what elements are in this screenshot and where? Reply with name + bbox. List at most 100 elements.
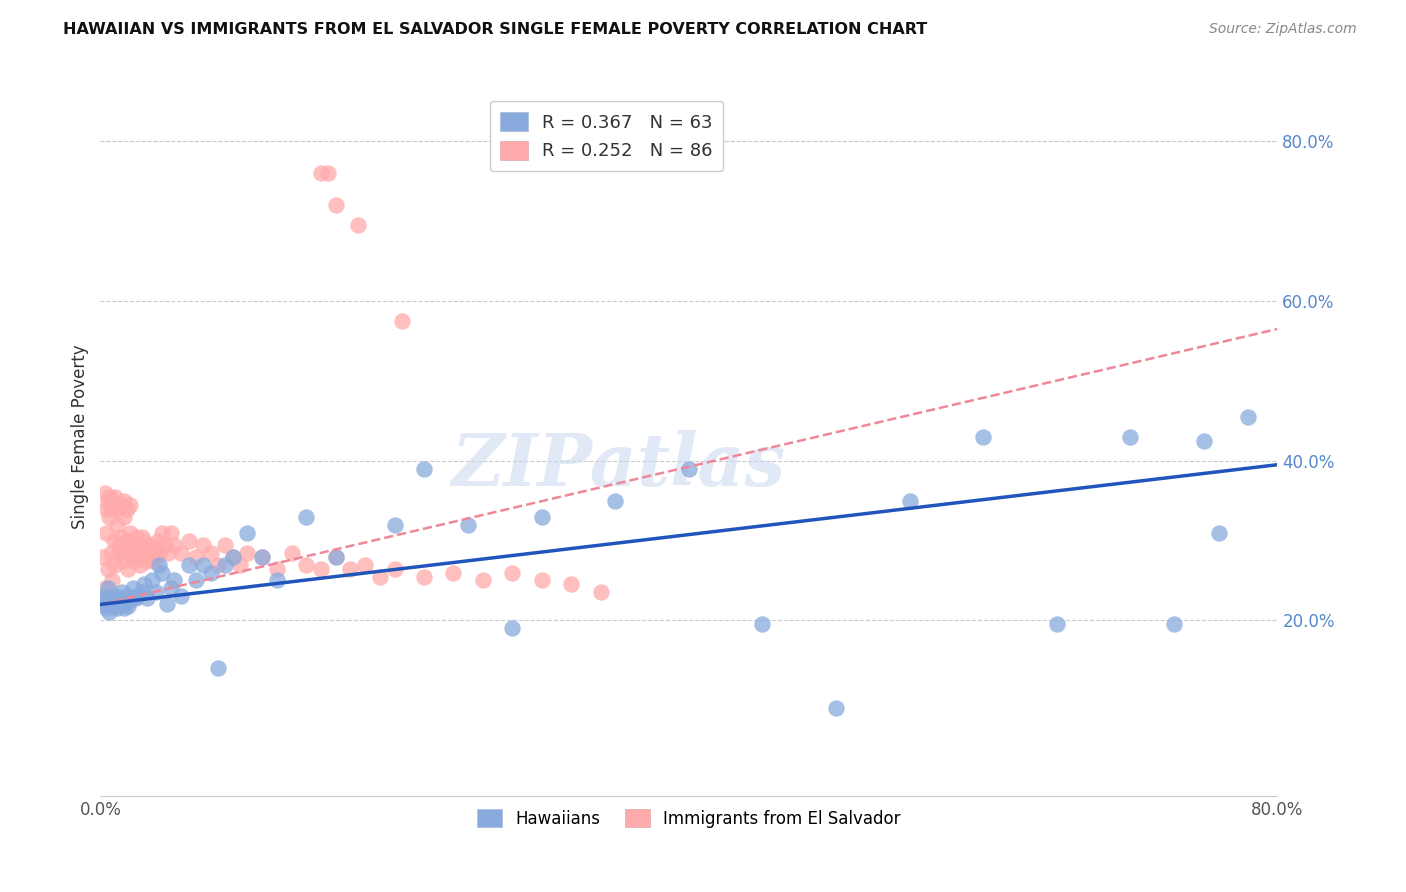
Point <box>94 590 117 604</box>
Point <box>145 549 167 564</box>
Point <box>295 558 318 572</box>
Point <box>141 574 163 588</box>
Point <box>122 553 145 567</box>
Point <box>170 590 193 604</box>
Point <box>143 541 166 556</box>
Point <box>1192 434 1215 448</box>
Text: Source: ZipAtlas.com: Source: ZipAtlas.com <box>1209 22 1357 37</box>
Point <box>118 525 141 540</box>
Point <box>972 430 994 444</box>
Point <box>146 533 169 548</box>
Point <box>96 601 118 615</box>
Point <box>530 574 553 588</box>
Point <box>1163 617 1185 632</box>
Point <box>250 549 273 564</box>
Point <box>325 549 347 564</box>
Point <box>117 561 139 575</box>
Point <box>1208 525 1230 540</box>
Point <box>354 558 377 572</box>
Point <box>605 493 627 508</box>
Point <box>117 599 139 613</box>
Point <box>280 545 302 559</box>
Point <box>114 596 136 610</box>
Text: ZIPatlas: ZIPatlas <box>451 430 786 501</box>
Point <box>131 585 153 599</box>
Point <box>112 493 135 508</box>
Point <box>107 501 129 516</box>
Point <box>110 593 132 607</box>
Point <box>112 601 135 615</box>
Point <box>103 533 125 548</box>
Point <box>120 545 142 559</box>
Point <box>110 498 132 512</box>
Point <box>111 553 134 567</box>
Point <box>108 598 131 612</box>
Point <box>214 537 236 551</box>
Point <box>501 621 523 635</box>
Point <box>91 549 114 564</box>
Point <box>107 591 129 605</box>
Point <box>101 574 124 588</box>
Point <box>136 541 159 556</box>
Point <box>134 577 156 591</box>
Point <box>103 498 125 512</box>
Point <box>98 490 121 504</box>
Point <box>127 590 149 604</box>
Point <box>471 574 494 588</box>
Point <box>96 501 118 516</box>
Point <box>160 582 183 596</box>
Text: HAWAIIAN VS IMMIGRANTS FROM EL SALVADOR SINGLE FEMALE POVERTY CORRELATION CHART: HAWAIIAN VS IMMIGRANTS FROM EL SALVADOR … <box>63 22 928 37</box>
Y-axis label: Single Female Poverty: Single Female Poverty <box>72 344 89 529</box>
Point <box>100 593 122 607</box>
Point <box>214 558 236 572</box>
Point <box>384 517 406 532</box>
Point <box>148 545 170 559</box>
Point <box>163 537 186 551</box>
Point <box>104 590 127 604</box>
Point <box>898 493 921 508</box>
Point <box>124 530 146 544</box>
Point <box>94 582 117 596</box>
Point <box>207 661 229 675</box>
Point <box>100 545 122 559</box>
Point <box>153 537 176 551</box>
Point <box>589 585 612 599</box>
Point <box>115 533 138 548</box>
Point <box>148 558 170 572</box>
Point <box>135 553 157 567</box>
Point <box>443 566 465 580</box>
Point <box>118 593 141 607</box>
Point <box>129 558 152 572</box>
Point <box>97 561 120 575</box>
Point <box>103 596 125 610</box>
Point <box>560 577 582 591</box>
Point <box>132 545 155 559</box>
Point <box>501 566 523 580</box>
Point <box>105 517 128 532</box>
Point <box>105 601 128 615</box>
Point <box>163 574 186 588</box>
Point <box>127 549 149 564</box>
Point <box>266 561 288 575</box>
Point <box>250 549 273 564</box>
Point <box>150 525 173 540</box>
Point <box>229 558 252 572</box>
Point <box>222 549 245 564</box>
Point <box>96 525 118 540</box>
Point <box>318 166 340 180</box>
Point <box>236 545 259 559</box>
Point <box>530 509 553 524</box>
Point <box>124 591 146 605</box>
Point <box>309 166 332 180</box>
Point <box>115 590 138 604</box>
Point <box>325 198 347 212</box>
Point <box>193 558 215 572</box>
Point <box>121 582 143 596</box>
Point <box>150 566 173 580</box>
Point <box>142 553 165 567</box>
Point <box>222 549 245 564</box>
Point <box>97 493 120 508</box>
Point <box>97 582 120 596</box>
Point <box>384 561 406 575</box>
Point <box>121 537 143 551</box>
